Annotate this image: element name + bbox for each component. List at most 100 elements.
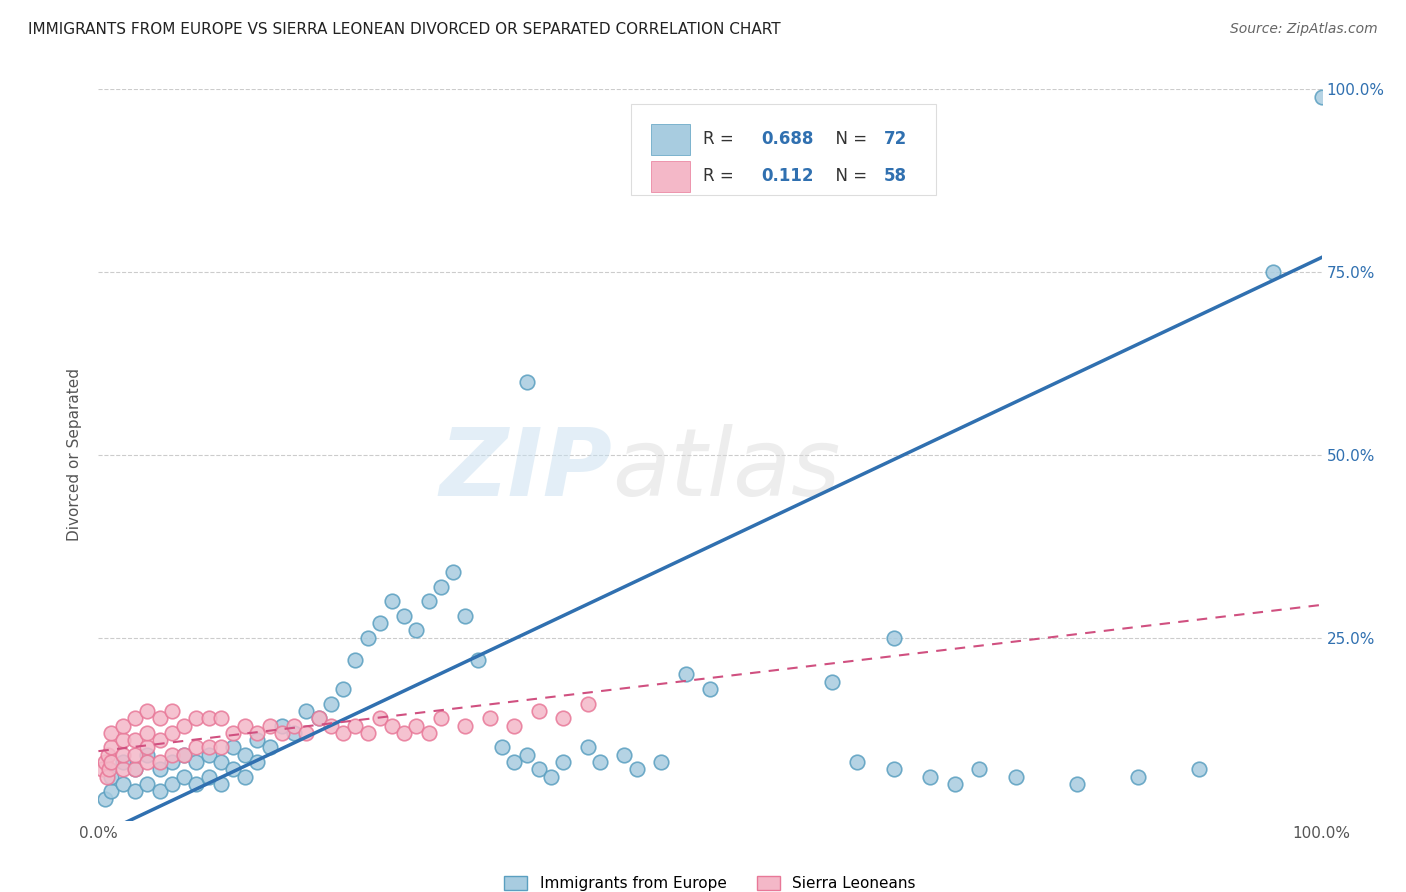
Point bbox=[233, 770, 256, 784]
Point bbox=[149, 733, 172, 747]
Point bbox=[405, 624, 427, 638]
Text: N =: N = bbox=[825, 130, 872, 148]
Point bbox=[308, 711, 330, 725]
Text: 72: 72 bbox=[884, 130, 907, 148]
Point bbox=[136, 704, 159, 718]
Point bbox=[515, 747, 537, 762]
Point bbox=[430, 580, 453, 594]
Point bbox=[454, 718, 477, 732]
Point bbox=[173, 718, 195, 732]
Point bbox=[699, 681, 721, 696]
Point bbox=[308, 711, 330, 725]
Point bbox=[209, 711, 232, 725]
Point bbox=[173, 770, 195, 784]
Point bbox=[553, 755, 575, 769]
Point bbox=[1128, 770, 1150, 784]
Point bbox=[1261, 265, 1284, 279]
Point bbox=[160, 777, 183, 791]
Point bbox=[319, 718, 342, 732]
Point bbox=[576, 697, 599, 711]
Point bbox=[540, 770, 562, 784]
Point bbox=[650, 755, 672, 769]
Point bbox=[467, 653, 489, 667]
Point bbox=[405, 718, 427, 732]
Point bbox=[100, 784, 122, 798]
Point bbox=[246, 755, 269, 769]
Point bbox=[1188, 763, 1211, 777]
Point bbox=[98, 763, 121, 777]
FancyBboxPatch shape bbox=[630, 103, 936, 195]
Point bbox=[160, 747, 183, 762]
Point bbox=[124, 763, 146, 777]
Point bbox=[344, 718, 367, 732]
Bar bbox=[651, 124, 690, 155]
Point bbox=[626, 763, 648, 777]
Point bbox=[478, 711, 501, 725]
Point bbox=[441, 565, 464, 579]
Text: IMMIGRANTS FROM EUROPE VS SIERRA LEONEAN DIVORCED OR SEPARATED CORRELATION CHART: IMMIGRANTS FROM EUROPE VS SIERRA LEONEAN… bbox=[28, 22, 780, 37]
Point bbox=[149, 755, 172, 769]
Point bbox=[503, 755, 526, 769]
Point bbox=[209, 755, 232, 769]
Point bbox=[124, 763, 146, 777]
Point bbox=[675, 667, 697, 681]
Point bbox=[149, 711, 172, 725]
Point bbox=[91, 763, 114, 777]
Point bbox=[845, 755, 868, 769]
Point bbox=[332, 726, 354, 740]
Point bbox=[1310, 89, 1333, 103]
Point bbox=[344, 653, 367, 667]
Point bbox=[186, 777, 208, 791]
Point bbox=[943, 777, 966, 791]
Text: 0.688: 0.688 bbox=[762, 130, 814, 148]
Point bbox=[111, 777, 134, 791]
Point bbox=[222, 763, 245, 777]
Point bbox=[197, 711, 219, 725]
Point bbox=[111, 747, 134, 762]
Point bbox=[295, 704, 318, 718]
Point bbox=[111, 763, 134, 777]
Point bbox=[883, 763, 905, 777]
Point bbox=[173, 747, 195, 762]
Text: R =: R = bbox=[703, 130, 738, 148]
Point bbox=[283, 718, 305, 732]
Point bbox=[93, 755, 115, 769]
Text: Source: ZipAtlas.com: Source: ZipAtlas.com bbox=[1230, 22, 1378, 37]
Point bbox=[136, 726, 159, 740]
Point bbox=[392, 608, 416, 623]
Point bbox=[527, 704, 550, 718]
Point bbox=[381, 718, 404, 732]
Point bbox=[100, 726, 122, 740]
Point bbox=[111, 755, 134, 769]
Point bbox=[527, 763, 550, 777]
Point bbox=[93, 791, 115, 805]
Point bbox=[100, 740, 122, 755]
Point bbox=[209, 740, 232, 755]
Point bbox=[259, 740, 281, 755]
Point bbox=[97, 747, 120, 762]
Point bbox=[111, 733, 134, 747]
Point bbox=[259, 718, 281, 732]
Point bbox=[368, 616, 391, 631]
Text: 58: 58 bbox=[884, 168, 907, 186]
Point bbox=[149, 763, 172, 777]
Point bbox=[356, 726, 378, 740]
Point bbox=[381, 594, 404, 608]
Point bbox=[503, 718, 526, 732]
Point bbox=[233, 747, 256, 762]
Point bbox=[515, 375, 537, 389]
Point bbox=[332, 681, 354, 696]
Point bbox=[186, 755, 208, 769]
Text: R =: R = bbox=[703, 168, 744, 186]
Point bbox=[186, 711, 208, 725]
Point bbox=[160, 704, 183, 718]
Y-axis label: Divorced or Separated: Divorced or Separated bbox=[67, 368, 83, 541]
Point bbox=[197, 747, 219, 762]
Point bbox=[967, 763, 990, 777]
Point bbox=[283, 726, 305, 740]
Point bbox=[96, 770, 118, 784]
Point bbox=[173, 747, 195, 762]
Point bbox=[553, 711, 575, 725]
Point bbox=[111, 718, 134, 732]
Point bbox=[149, 784, 172, 798]
